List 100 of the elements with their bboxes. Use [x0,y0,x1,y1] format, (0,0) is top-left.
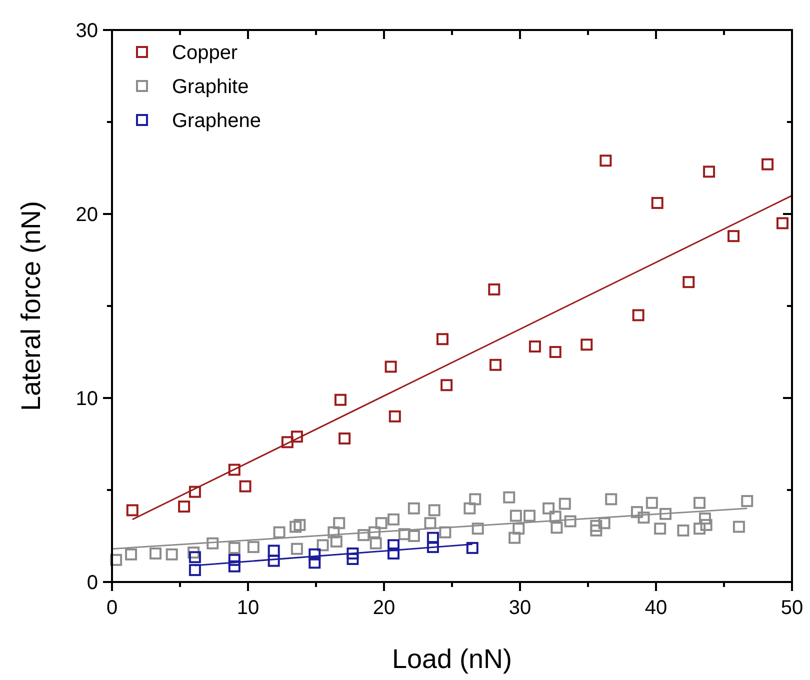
point [330,536,342,548]
point [590,524,602,536]
y-tick-label: 20 [76,204,98,226]
point [388,513,400,526]
point [110,554,122,566]
point [334,394,346,406]
point [564,515,576,528]
legend-label: Graphene [172,110,261,132]
point [694,496,706,509]
point [646,496,658,509]
point [273,526,286,538]
point [166,548,178,560]
point [428,504,440,516]
point [488,283,500,296]
point [426,532,439,544]
point [290,520,302,533]
point [698,512,711,525]
point [228,542,240,554]
point [358,529,370,542]
point [542,502,555,514]
y-tick-label: 0 [86,572,98,594]
point [682,276,695,288]
point [424,517,436,530]
point [632,309,644,322]
point [268,554,280,567]
point [408,502,420,514]
point [398,528,410,540]
legend-label: Copper [172,42,238,64]
point [776,217,788,230]
point [125,548,138,560]
x-tick-label: 30 [508,597,532,619]
point [268,544,280,557]
x-tick-label: 10 [236,597,260,619]
point [580,338,593,351]
point [206,537,219,550]
point [388,547,400,560]
x-tick-label: 50 [780,597,804,619]
point [508,532,521,544]
point [328,526,340,538]
point [370,537,382,550]
point [239,480,252,492]
point [281,436,294,448]
point [188,564,201,576]
point [188,551,201,564]
point [368,526,380,538]
point [333,517,346,530]
point [503,491,516,504]
point [677,524,690,536]
point [228,554,240,566]
point [228,560,240,572]
x-tick-label: 0 [106,597,118,619]
point [651,196,664,209]
y-axis-title: Lateral force (nN) [16,200,46,412]
point [338,432,351,444]
point [732,520,745,533]
point [490,358,502,371]
point [598,517,610,530]
point [728,230,740,242]
point [346,547,359,560]
point [440,379,453,392]
point [388,410,401,422]
point [630,506,643,518]
point [472,522,484,535]
point [660,508,672,520]
point [408,530,420,542]
point [528,340,541,352]
point [510,510,522,522]
point [762,158,774,170]
point [694,522,706,535]
point [178,500,190,513]
point [316,539,329,552]
y-tick-label: 30 [76,20,98,42]
point [294,518,306,531]
point [703,166,716,178]
point [290,430,303,443]
point [550,522,563,534]
point [308,556,321,569]
point [290,542,303,555]
x-tick-label: 20 [372,597,396,619]
point [426,541,439,554]
point [600,154,612,167]
point [464,502,476,514]
point [228,464,240,476]
point [188,546,200,559]
point [346,553,359,565]
x-tick-label: 40 [644,597,668,619]
point [469,493,482,506]
point [436,333,448,346]
point [590,520,602,532]
legend-label: Graphite [172,76,249,98]
point [741,495,754,508]
point [126,504,138,516]
point [188,486,201,498]
x-axis-title: Load (nN) [392,644,512,674]
point [150,547,162,560]
point [375,517,388,530]
y-tick-label: 10 [76,388,98,410]
point [384,360,397,373]
point [524,510,536,522]
point [549,510,562,523]
